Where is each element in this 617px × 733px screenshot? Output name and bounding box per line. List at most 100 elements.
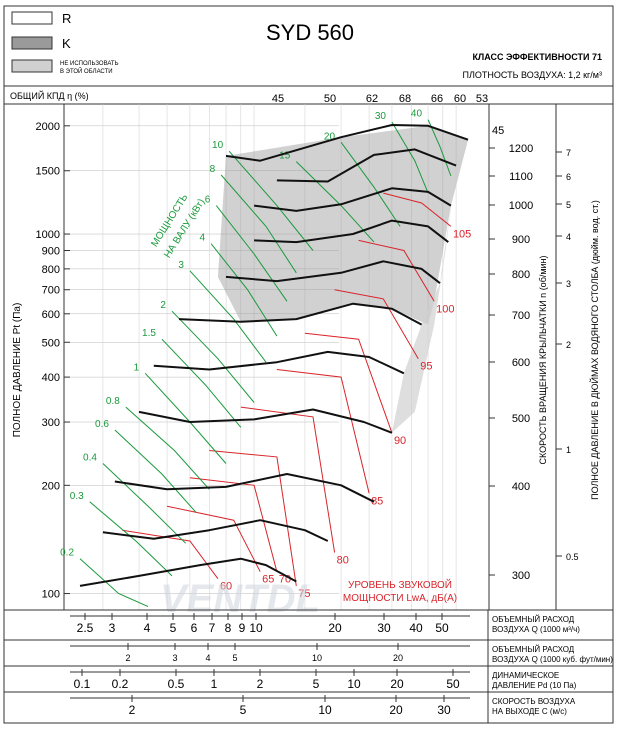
scale-tick-pd-2: 0.5 [168, 677, 185, 691]
scale-tick-q_m3h-10: 30 [377, 621, 391, 635]
inch-tick-2: 2 [566, 340, 571, 350]
sound-label-2: МОЩНОСТИ LwA, дБ(A) [343, 593, 457, 604]
sound-line-70 [189, 477, 278, 572]
sound-label-75: 75 [298, 588, 310, 600]
sound-label-80: 80 [337, 555, 349, 567]
speed-curve-700 [178, 302, 423, 326]
sound-line-100 [358, 239, 435, 302]
power-line-6 [215, 205, 288, 302]
outer-frame [3, 5, 614, 724]
scale-tick-c-4: 30 [437, 703, 451, 717]
power-label-2: 2 [160, 300, 166, 311]
rpm-tick-600: 600 [512, 357, 530, 369]
scale-label-c-1: СКОРОСТЬ ВОЗДУХА [492, 697, 576, 706]
scale-tick-c-1: 5 [240, 703, 247, 717]
legend-label-no-use-1: НЕ ИСПОЛЬЗОВАТЬ [60, 61, 119, 67]
scale-tick-q_cfm-0: 2 [125, 653, 130, 663]
rpm-tick-700: 700 [512, 310, 530, 322]
rpm-tick-400: 400 [512, 481, 530, 493]
legend-label-r: R [62, 11, 71, 26]
efficiency-tick-4: 66 [431, 93, 443, 105]
efficiency-tick-0: 45 [272, 93, 284, 105]
inch-tick-7: 7 [566, 148, 571, 158]
y-tick-2000: 2000 [36, 121, 60, 133]
sound-line-80 [240, 406, 336, 553]
efficiency-tick-6: 53 [476, 93, 488, 105]
speed-curve-400 [114, 473, 375, 503]
power-label-1: 1 [134, 362, 140, 373]
y-tick-1000: 1000 [36, 229, 60, 241]
legend-swatch-k [11, 36, 53, 50]
sound-line-95 [334, 289, 419, 359]
speed-curve-500 [138, 408, 393, 434]
scale-tick-q_m3h-9: 20 [328, 621, 342, 635]
scale-label-q_cfm-2: ВОЗДУХА Q (1000 куб. фут/мин) [492, 655, 613, 664]
sound-label-1: УРОВЕНЬ ЗВУКОВОЙ [348, 578, 452, 591]
power-line-2 [171, 310, 255, 403]
speed-curve-350 [102, 519, 329, 542]
inch-tick-4: 4 [566, 232, 571, 242]
header: R K НЕ ИСПОЛЬЗОВАТЬ В ЭТОЙ ОБЛАСТИ SYD 5… [4, 11, 613, 105]
speed-curve-1000 [253, 187, 452, 212]
speed-curve-1100 [276, 148, 457, 183]
scale-tick-q_cfm-5: 20 [393, 653, 403, 663]
zone-no-use [391, 139, 468, 433]
scale-tick-c-2: 10 [318, 703, 332, 717]
scale-tick-q_m3h-7: 9 [239, 621, 246, 635]
air-density: ПЛОТНОСТЬ ВОЗДУХА: 1,2 кг/м³ [463, 70, 602, 80]
y-inch-label: ПОЛНОЕ ДАВЛЕНИЕ В ДЮЙМАХ ВОДЯНОГО СТОЛБА… [589, 200, 600, 500]
y-tick-900: 900 [42, 245, 60, 257]
scale-label-pd-1: ДИНАМИЧЕСКОЕ [492, 671, 559, 680]
power-label-6: 6 [205, 195, 211, 206]
zone-k [217, 125, 468, 325]
sound-label-95: 95 [420, 361, 432, 373]
efficiency-tick-3: 68 [399, 93, 411, 105]
scale-tick-q_m3h-3: 5 [170, 621, 177, 635]
scale-tick-pd-6: 10 [347, 677, 361, 691]
scale-label-pd-2: ДАВЛЕНИЕ Pd (10 Па) [492, 681, 577, 690]
sound-label-65: 65 [262, 574, 274, 586]
power-label-0.3: 0.3 [70, 491, 84, 502]
sound-line-75 [209, 450, 297, 586]
watermark: VENTDL [160, 577, 320, 621]
sound-label-105: 105 [453, 228, 471, 240]
legend-label-k: K [62, 36, 71, 51]
sound-line-105 [383, 192, 452, 227]
y-tick-200: 200 [42, 480, 60, 492]
power-label-20: 20 [324, 131, 336, 142]
y-axes: 1002003004005006007008009001000150020003… [36, 121, 579, 601]
power-label-3: 3 [178, 260, 184, 271]
efficiency-tick-2: 62 [366, 93, 378, 105]
legend-swatch-no-use [11, 59, 53, 73]
scale-tick-q_cfm-4: 10 [312, 653, 322, 663]
power-line-8 [220, 174, 297, 274]
rpm-tick-300: 300 [512, 570, 530, 582]
power-label-0.6: 0.6 [95, 419, 109, 430]
y-tick-400: 400 [42, 372, 60, 384]
speed-curve-800 [225, 260, 441, 284]
y-tick-300: 300 [42, 417, 60, 429]
scale-tick-c-0: 2 [129, 703, 136, 717]
power-label-4: 4 [200, 233, 206, 244]
power-line-30 [391, 121, 429, 194]
speed-curve-1200 [225, 124, 469, 162]
sound-line-65 [166, 505, 261, 572]
y-tick-800: 800 [42, 264, 60, 276]
power-label-0.2: 0.2 [60, 548, 74, 559]
scale-tick-pd-1: 0.2 [112, 677, 129, 691]
inch-tick-1: 1 [566, 445, 571, 455]
power-label-30: 30 [375, 111, 387, 122]
power-line-40 [427, 119, 452, 177]
scale-tick-q_m3h-2: 4 [144, 621, 151, 635]
scale-tick-q_m3h-6: 8 [225, 621, 232, 635]
rpm-tick-900: 900 [512, 234, 530, 246]
rpm-tick-1100: 1100 [509, 171, 533, 183]
power-line-20 [340, 142, 401, 227]
inch-tick-5: 5 [566, 200, 571, 210]
y-tick-700: 700 [42, 285, 60, 297]
rpm-tick-500: 500 [512, 413, 530, 425]
speed-curve-300 [79, 557, 297, 587]
